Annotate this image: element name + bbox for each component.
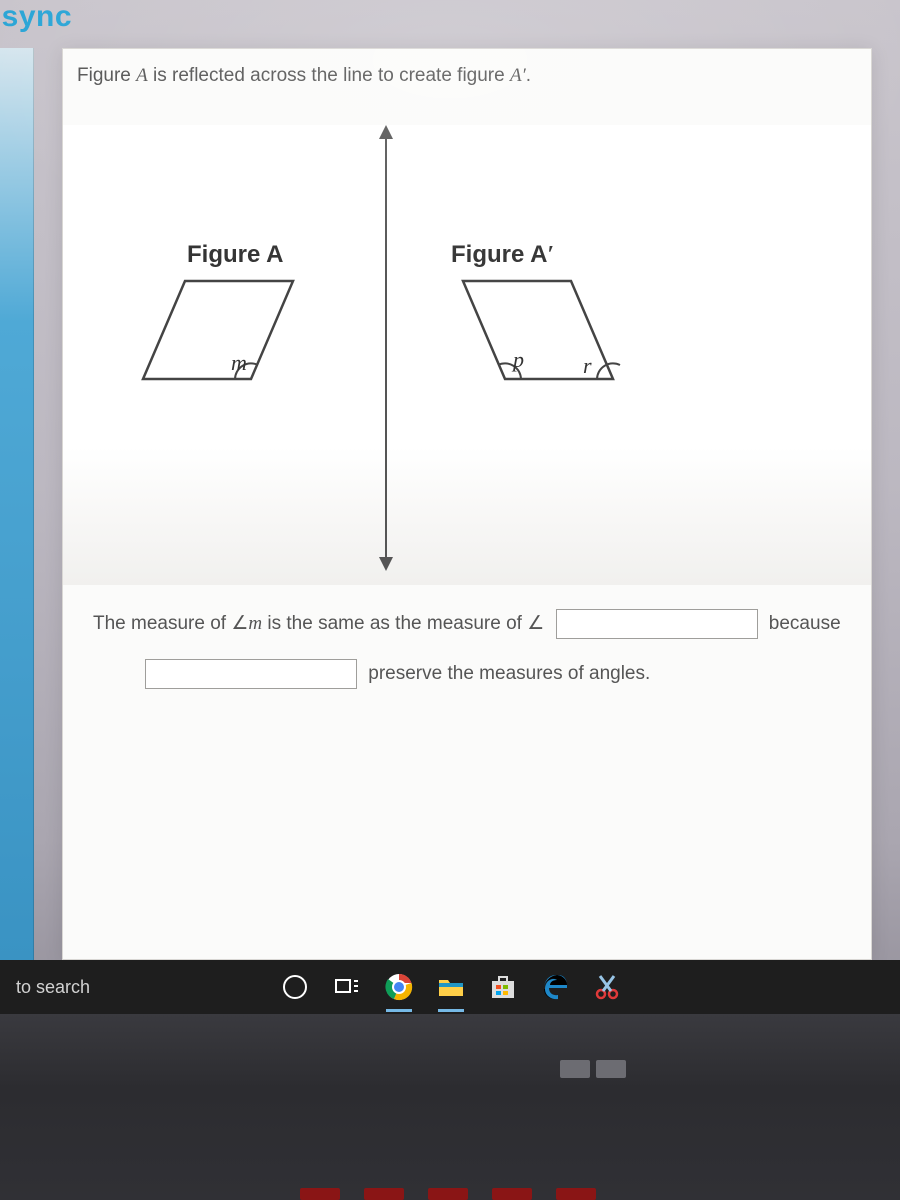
monitor-buttons bbox=[560, 1060, 626, 1078]
angle-m-label: m bbox=[231, 350, 247, 376]
instruction-part1: Figure bbox=[77, 65, 136, 86]
row1-text-a: The measure of ∠ bbox=[93, 613, 248, 634]
axis-arrow-down-icon bbox=[379, 557, 393, 571]
blank-transformation-input[interactable] bbox=[145, 659, 357, 689]
edge-legacy-icon[interactable] bbox=[540, 972, 570, 1002]
angle-r-label: r bbox=[583, 353, 592, 379]
desk-reflection bbox=[300, 1188, 596, 1200]
angle-p-label: p bbox=[513, 347, 524, 373]
figures-svg bbox=[63, 125, 713, 425]
ms-store-icon[interactable] bbox=[488, 972, 518, 1002]
reflection-spot bbox=[300, 1188, 340, 1200]
taskbar-search[interactable]: to search bbox=[0, 977, 90, 998]
windows-taskbar: to search bbox=[0, 960, 900, 1014]
figure-a-shape bbox=[143, 281, 293, 379]
task-view-icon[interactable] bbox=[332, 972, 362, 1002]
sync-brand-fragment: n sync bbox=[0, 0, 72, 34]
reflection-spot bbox=[556, 1188, 596, 1200]
instruction-part2: is reflected across the line to create f… bbox=[148, 65, 510, 86]
snipping-tool-icon[interactable] bbox=[592, 972, 622, 1002]
row2-after: preserve the measures of angles. bbox=[368, 663, 650, 684]
answer-sentence-row1: The measure of ∠m is the same as the mea… bbox=[93, 601, 851, 647]
reflection-spot bbox=[492, 1188, 532, 1200]
blank-angle-input[interactable] bbox=[556, 609, 758, 639]
file-explorer-icon[interactable] bbox=[436, 972, 466, 1002]
figure-a-name: A bbox=[136, 65, 148, 86]
left-blue-strip bbox=[0, 48, 34, 960]
instruction-part3: . bbox=[526, 65, 531, 86]
answer-sentence-row2: preserve the measures of angles. bbox=[93, 651, 851, 697]
monitor-button[interactable] bbox=[560, 1060, 590, 1078]
row1-text-b: is the same as the measure of ∠ bbox=[262, 613, 544, 634]
figure-aprime-name: A′ bbox=[510, 65, 526, 86]
instruction-text: Figure A is reflected across the line to… bbox=[77, 65, 531, 87]
row1-angle-m: m bbox=[248, 613, 262, 634]
diagram-area: Figure A Figure A′ m p r bbox=[63, 125, 871, 585]
cortana-circle-icon[interactable] bbox=[280, 972, 310, 1002]
chrome-icon[interactable] bbox=[384, 972, 414, 1002]
question-panel: Figure A is reflected across the line to… bbox=[62, 48, 872, 960]
taskbar-icons bbox=[280, 972, 622, 1002]
reflection-spot bbox=[428, 1188, 468, 1200]
monitor-bezel bbox=[0, 1014, 900, 1200]
row1-after: because bbox=[769, 613, 841, 634]
monitor-button[interactable] bbox=[596, 1060, 626, 1078]
reflection-spot bbox=[364, 1188, 404, 1200]
